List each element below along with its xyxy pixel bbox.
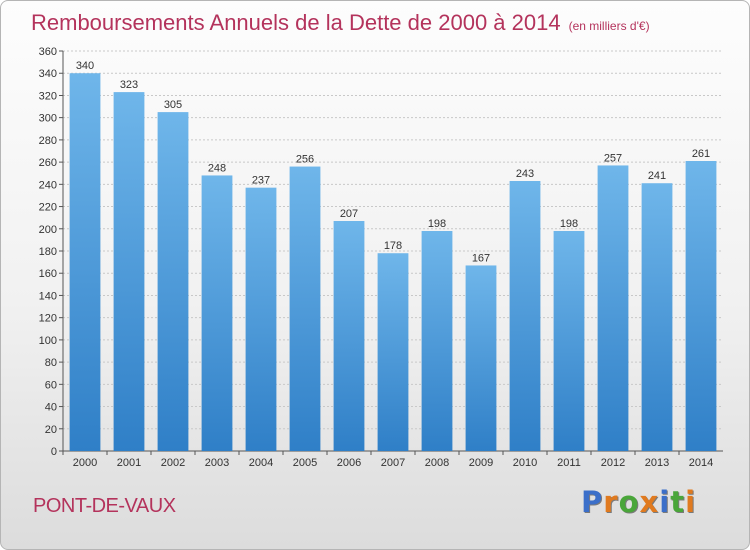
data-label: 340 bbox=[76, 60, 94, 72]
x-tick-label: 2010 bbox=[513, 457, 537, 469]
x-tick-label: 2005 bbox=[293, 457, 317, 469]
data-label: 257 bbox=[604, 152, 622, 164]
x-tick-label: 2011 bbox=[557, 457, 581, 469]
logo-letter: r bbox=[603, 485, 619, 519]
data-label: 241 bbox=[648, 170, 666, 182]
x-tick-label: 2014 bbox=[689, 457, 713, 469]
x-tick-label: 2009 bbox=[469, 457, 493, 469]
x-tick-label: 2002 bbox=[161, 457, 185, 469]
bar bbox=[421, 231, 453, 451]
y-tick-label: 40 bbox=[45, 402, 57, 414]
data-label: 248 bbox=[208, 162, 226, 174]
y-tick-label: 200 bbox=[39, 224, 57, 236]
bar bbox=[377, 253, 409, 451]
data-label: 167 bbox=[472, 252, 490, 264]
logo-letter: i bbox=[659, 485, 671, 519]
logo-letter: o bbox=[618, 485, 640, 519]
y-tick-label: 320 bbox=[39, 90, 57, 102]
proxiti-logo: Proxiti bbox=[581, 485, 696, 519]
x-tick-label: 2008 bbox=[425, 457, 449, 469]
x-tick-label: 2012 bbox=[601, 457, 625, 469]
y-tick-label: 180 bbox=[39, 246, 57, 258]
chart-subtitle: (en milliers d'€) bbox=[568, 19, 650, 33]
data-label: 261 bbox=[692, 148, 710, 160]
bar bbox=[685, 161, 717, 451]
x-tick-label: 2013 bbox=[645, 457, 669, 469]
x-tick-label: 2001 bbox=[117, 457, 141, 469]
bar bbox=[553, 231, 585, 451]
y-tick-label: 160 bbox=[39, 268, 57, 280]
x-tick-label: 2004 bbox=[249, 457, 273, 469]
bar bbox=[597, 165, 629, 451]
bar bbox=[289, 166, 321, 452]
x-tick-label: 2007 bbox=[381, 457, 405, 469]
data-label: 256 bbox=[296, 154, 314, 166]
bar bbox=[69, 73, 101, 451]
logo-letter: x bbox=[639, 485, 660, 519]
data-label: 198 bbox=[428, 218, 446, 230]
title-text: Remboursements Annuels de la Dette de 20… bbox=[31, 10, 561, 35]
y-tick-label: 0 bbox=[51, 446, 57, 458]
bar bbox=[113, 92, 145, 451]
bar bbox=[201, 175, 233, 451]
y-tick-label: 260 bbox=[39, 157, 57, 169]
y-tick-label: 300 bbox=[39, 113, 57, 125]
y-tick-label: 240 bbox=[39, 179, 57, 191]
y-tick-label: 100 bbox=[39, 335, 57, 347]
y-tick-label: 120 bbox=[39, 313, 57, 325]
y-tick-label: 140 bbox=[39, 290, 57, 302]
y-tick-label: 360 bbox=[39, 46, 57, 58]
logo-letter: t bbox=[670, 485, 686, 519]
data-label: 237 bbox=[252, 175, 270, 187]
bar bbox=[641, 183, 673, 451]
location-name: PONT-DE-VAUX bbox=[33, 495, 176, 517]
bar bbox=[509, 181, 541, 451]
y-tick-label: 20 bbox=[45, 424, 57, 436]
bar bbox=[465, 265, 497, 451]
x-tick-label: 2006 bbox=[337, 457, 361, 469]
y-tick-label: 340 bbox=[39, 68, 57, 80]
bar bbox=[245, 187, 277, 451]
data-label: 198 bbox=[560, 218, 578, 230]
x-tick-label: 2000 bbox=[73, 457, 97, 469]
bar bbox=[157, 112, 189, 451]
data-label: 305 bbox=[164, 99, 182, 111]
chart-title: Remboursements Annuels de la Dette de 20… bbox=[31, 10, 650, 36]
data-label: 207 bbox=[340, 208, 358, 220]
y-tick-label: 220 bbox=[39, 202, 57, 214]
logo-letter: P bbox=[581, 485, 604, 519]
logo-letter: i bbox=[685, 485, 697, 519]
bar bbox=[333, 221, 365, 451]
x-tick-label: 2003 bbox=[205, 457, 229, 469]
y-tick-label: 280 bbox=[39, 135, 57, 147]
y-tick-label: 80 bbox=[45, 357, 57, 369]
data-label: 323 bbox=[120, 79, 138, 91]
y-tick-label: 60 bbox=[45, 379, 57, 391]
data-label: 178 bbox=[384, 240, 402, 252]
data-label: 243 bbox=[516, 168, 534, 180]
